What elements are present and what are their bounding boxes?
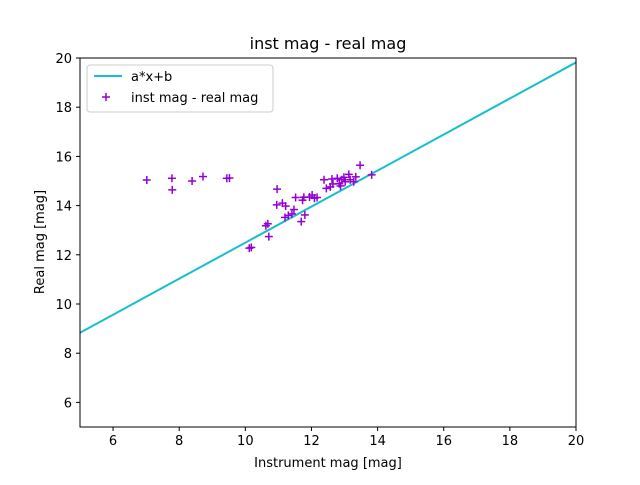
x-tick-label-10: 10 xyxy=(237,434,254,449)
data-point-39 xyxy=(341,177,350,186)
data-point-0 xyxy=(142,176,151,185)
data-point-4 xyxy=(199,172,208,181)
data-point-45 xyxy=(367,170,376,179)
x-tick-label-6: 6 xyxy=(109,434,117,449)
y-tick-label-14: 14 xyxy=(55,200,72,215)
data-point-28 xyxy=(313,193,322,202)
data-point-30 xyxy=(322,184,331,193)
data-point-9 xyxy=(261,221,270,230)
data-point-18 xyxy=(287,209,296,218)
y-tick-label-16: 16 xyxy=(55,150,72,165)
y-axis-label: Real mag [mag] xyxy=(33,190,48,294)
data-point-11 xyxy=(264,232,273,241)
x-axis: 6 8 10 12 14 16 18 20 xyxy=(109,427,584,449)
y-tick-label-20: 20 xyxy=(55,52,72,67)
data-point-8 xyxy=(247,243,256,252)
plot-content xyxy=(80,61,576,334)
data-point-44 xyxy=(356,161,365,170)
fit-line xyxy=(80,61,576,334)
data-point-42 xyxy=(349,177,358,186)
legend-scatter-swatch xyxy=(102,93,110,101)
data-point-16 xyxy=(281,202,290,211)
data-point-2 xyxy=(168,185,177,194)
data-point-20 xyxy=(291,193,300,202)
y-axis: 6 8 10 12 14 16 18 20 xyxy=(55,52,80,411)
data-point-3 xyxy=(188,177,197,185)
legend: a*x+b inst mag - real mag xyxy=(86,64,274,113)
x-tick-label-18: 18 xyxy=(502,434,519,449)
legend-scatter-label: inst mag - real mag xyxy=(131,91,258,106)
data-point-1 xyxy=(167,174,176,183)
data-point-13 xyxy=(273,185,282,194)
data-point-24 xyxy=(300,210,309,219)
x-tick-label-14: 14 xyxy=(369,434,386,449)
data-point-29 xyxy=(320,175,329,184)
data-point-43 xyxy=(351,172,360,181)
data-point-10 xyxy=(263,219,272,228)
data-point-34 xyxy=(333,174,342,183)
plot-frame xyxy=(79,57,577,428)
x-axis-label: Instrument mag [mag] xyxy=(254,456,402,471)
y-tick-label-10: 10 xyxy=(55,298,72,313)
y-tick-label-18: 18 xyxy=(55,101,72,116)
data-point-17 xyxy=(284,211,293,220)
y-tick-label-6: 6 xyxy=(64,396,72,411)
legend-marker-cross xyxy=(102,93,110,101)
data-point-38 xyxy=(339,173,348,182)
x-tick-label-8: 8 xyxy=(175,434,183,449)
y-tick-label-8: 8 xyxy=(64,347,72,362)
data-point-12 xyxy=(272,200,281,209)
data-point-21 xyxy=(297,217,306,226)
legend-line-label: a*x+b xyxy=(131,70,172,85)
data-point-19 xyxy=(289,205,298,214)
x-tick-label-12: 12 xyxy=(303,434,320,449)
y-tick-label-12: 12 xyxy=(55,249,72,264)
x-tick-label-20: 20 xyxy=(568,434,585,449)
data-point-36 xyxy=(336,181,345,190)
legend-box xyxy=(86,64,274,113)
x-tick-label-16: 16 xyxy=(435,434,452,449)
data-point-40 xyxy=(344,170,353,179)
data-point-6 xyxy=(225,174,234,183)
chart-title: inst mag - real mag xyxy=(250,34,407,53)
plot-area xyxy=(80,61,576,334)
